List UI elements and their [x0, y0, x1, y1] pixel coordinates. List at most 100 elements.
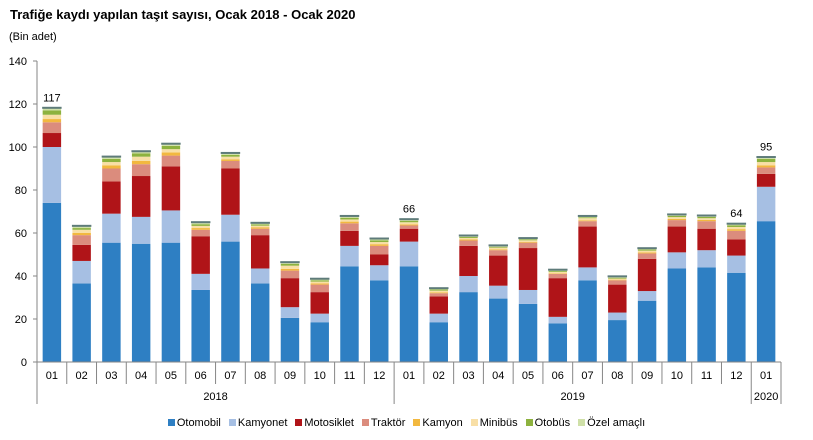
y-tick-label: 140: [9, 56, 27, 68]
bar-segment-özel-amaçlı: [399, 219, 419, 221]
bar-top-cap: [577, 214, 598, 217]
bar-stack: [399, 218, 419, 362]
bar-segment-minibüs: [697, 218, 716, 220]
bar-segment-kamyonet: [518, 289, 538, 304]
bar-segment-traktör: [310, 284, 329, 293]
bar-stack: [101, 155, 122, 362]
bar-segment-motosiklet: [131, 176, 151, 217]
bar-segment-otomobil: [399, 266, 419, 362]
bar-top-cap: [458, 234, 479, 237]
bar-segment-minibüs: [548, 271, 568, 274]
legend: Otomobil Kamyonet Motosiklet Traktör Kamyon M…: [0, 417, 813, 429]
x-tick-label: 12: [373, 370, 385, 382]
bar-segment-minibüs: [578, 218, 597, 221]
bar-stack: [429, 287, 449, 362]
bar-segment-kamyonet: [756, 186, 776, 222]
bar-segment-traktör: [518, 242, 538, 249]
bar-top-cap: [190, 221, 211, 224]
bar-stack: [339, 214, 360, 362]
legend-item: Özel amaçlı: [578, 417, 645, 429]
legend-label: Motosiklet: [304, 417, 354, 429]
bar-segment-traktör: [637, 253, 657, 259]
year-group-label: 2019: [560, 391, 584, 403]
bar-segment-özel-amaçlı: [102, 157, 121, 159]
bar-stack: [577, 214, 598, 362]
legend-swatch: [361, 419, 369, 426]
bar-stack: [458, 234, 479, 362]
bar-segment-otobüs: [131, 153, 151, 157]
year-group-label: 2018: [203, 391, 227, 403]
bar-segment-kamyonet: [459, 276, 478, 293]
bar-segment-kamyonet: [429, 313, 448, 323]
bar-segment-traktör: [280, 270, 300, 279]
bar-top-cap: [71, 224, 92, 227]
bar-top-cap: [101, 155, 122, 158]
bar-segment-otomobil: [727, 272, 746, 362]
bar-segment-özel-amaçlı: [310, 279, 329, 281]
bar-segment-kamyonet: [608, 312, 627, 321]
y-tick-label: 80: [15, 185, 27, 197]
bar-stack: [667, 213, 687, 362]
bar-segment-otobüs: [727, 225, 746, 227]
y-tick-label: 120: [9, 99, 27, 111]
bar-stack: [71, 224, 92, 362]
x-tick-label: 05: [522, 370, 534, 382]
bar-segment-motosiklet: [459, 245, 478, 276]
bar-segment-otomobil: [608, 320, 627, 362]
bar-segment-otobüs: [399, 220, 419, 223]
bar-stack: [190, 221, 211, 362]
bar-top-cap: [548, 268, 568, 271]
bar-segment-kamyonet: [727, 255, 746, 273]
bar-segment-kamyon: [518, 241, 538, 243]
x-tick-label: 01: [403, 370, 415, 382]
x-tick-label: 01: [760, 370, 772, 382]
bar-segment-traktör: [72, 235, 91, 245]
bar-top-cap: [42, 106, 62, 109]
bar-segment-kamyon: [399, 224, 419, 226]
bar-top-cap: [161, 142, 181, 145]
legend-swatch: [413, 419, 421, 426]
bar-segment-minibüs: [310, 281, 329, 284]
bar-segment-kamyon: [161, 152, 181, 156]
bar-segment-minibüs: [727, 226, 746, 230]
bar-segment-kamyonet: [72, 260, 91, 284]
y-tick-label: 20: [15, 314, 27, 326]
x-tick-label: 02: [433, 370, 445, 382]
bar-segment-minibüs: [667, 217, 687, 219]
bar-segment-kamyon: [608, 279, 627, 281]
bar-segment-otobüs: [221, 154, 240, 157]
bar-segment-motosiklet: [191, 236, 210, 274]
legend-label: Özel amaçlı: [587, 417, 646, 429]
bar-segment-motosiklet: [42, 133, 62, 147]
bar-segment-traktör: [727, 230, 746, 240]
bar-segment-otobüs: [429, 289, 448, 291]
bar-segment-kamyonet: [221, 214, 240, 242]
x-tick-label: 01: [46, 370, 58, 382]
bar-segment-motosiklet: [608, 284, 627, 313]
bar-segment-minibüs: [429, 290, 448, 293]
bar-segment-minibüs: [459, 237, 478, 240]
bar-segment-otobüs: [667, 215, 687, 218]
bar-segment-otomobil: [370, 280, 389, 362]
bar-segment-otomobil: [131, 243, 151, 362]
bar-segment-özel-amaçlı: [280, 262, 300, 264]
bar-segment-motosiklet: [518, 248, 538, 290]
bar-segment-kamyon: [280, 268, 300, 271]
bar-segment-otobüs: [637, 249, 657, 251]
x-tick-label: 09: [284, 370, 296, 382]
bar-segment-otobüs: [370, 240, 389, 243]
bar-top-cap: [518, 237, 538, 240]
bar-segment-traktör: [578, 221, 597, 227]
bar-segment-otobüs: [310, 280, 329, 282]
legend-item: Kamyon: [413, 417, 463, 429]
x-tick-label: 03: [462, 370, 474, 382]
bar-segment-traktör: [102, 168, 121, 182]
x-tick-label: 05: [165, 370, 177, 382]
bar-segment-traktör: [667, 220, 687, 227]
legend-item: Traktör: [361, 417, 405, 429]
bar-segment-traktör: [697, 221, 716, 229]
x-tick-label: 08: [254, 370, 266, 382]
legend-swatch: [167, 419, 175, 426]
bar-top-cap: [637, 247, 657, 250]
